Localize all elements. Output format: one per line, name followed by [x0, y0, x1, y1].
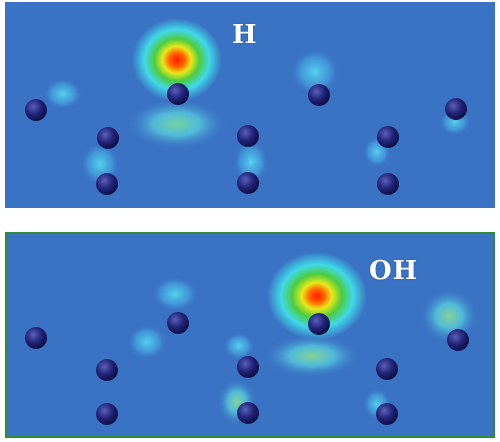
- density-lobe: [127, 324, 167, 360]
- atom: [445, 98, 467, 120]
- charge-density-panel-h: H: [5, 2, 495, 208]
- adsorbate-label-h: H: [232, 20, 258, 50]
- atom: [376, 403, 398, 425]
- charge-density-panel-oh: OH: [5, 232, 495, 438]
- atom: [96, 359, 118, 381]
- density-lobe: [151, 276, 199, 312]
- atom: [237, 125, 259, 147]
- density-peak-h: [132, 18, 222, 102]
- density-map-oh: [7, 234, 493, 436]
- density-lobe: [262, 334, 362, 378]
- density-lobe: [419, 288, 479, 344]
- atom: [167, 312, 189, 334]
- atom: [237, 356, 259, 378]
- atom: [377, 126, 399, 148]
- atom-layer: [25, 312, 469, 425]
- adsorbate-label-oh: OH: [369, 256, 419, 286]
- atom: [377, 173, 399, 195]
- density-lobe: [233, 140, 269, 184]
- density-lobe: [125, 98, 229, 150]
- atom-layer: [25, 83, 467, 195]
- atom: [237, 402, 259, 424]
- atom: [25, 99, 47, 121]
- atom: [96, 403, 118, 425]
- density-lobe: [290, 48, 340, 96]
- density-peak-oh: [267, 252, 367, 340]
- atom: [447, 329, 469, 351]
- atom: [237, 172, 259, 194]
- density-lobe: [43, 78, 83, 110]
- atom: [25, 327, 47, 349]
- density-map-h: [5, 2, 495, 208]
- atom: [376, 358, 398, 380]
- atom: [96, 173, 118, 195]
- atom: [308, 313, 330, 335]
- atom: [97, 127, 119, 149]
- density-lobe: [223, 332, 255, 360]
- atom: [308, 84, 330, 106]
- atom: [167, 83, 189, 105]
